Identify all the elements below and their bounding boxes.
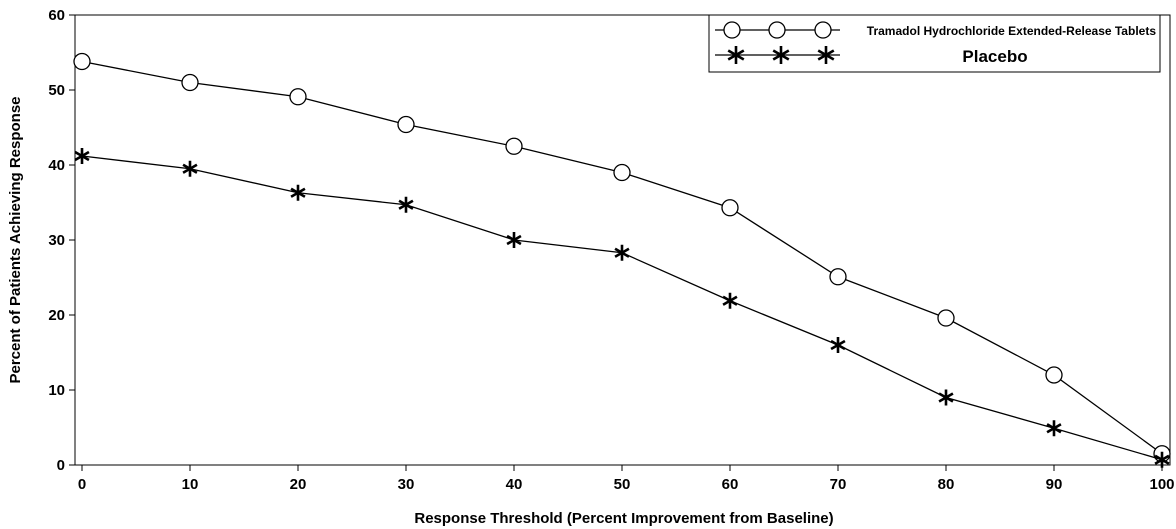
plot-frame — [75, 15, 1170, 465]
data-point-tramadol — [938, 310, 954, 326]
data-point-placebo — [1047, 420, 1061, 436]
x-axis-title: Response Threshold (Percent Improvement … — [414, 510, 833, 527]
data-point-placebo — [939, 390, 953, 406]
x-tick-label: 60 — [722, 476, 739, 493]
data-point-tramadol — [614, 165, 630, 181]
x-tick-label: 30 — [398, 476, 415, 493]
y-axis: 0 10 20 30 40 50 60 — [48, 7, 75, 474]
x-tick-label: 80 — [938, 476, 955, 493]
x-tick-label: 10 — [182, 476, 199, 493]
legend-marker-circle — [815, 22, 831, 38]
data-point-tramadol — [74, 54, 90, 70]
data-point-tramadol — [182, 75, 198, 91]
y-tick-label: 40 — [48, 157, 65, 174]
x-tick-label: 50 — [614, 476, 631, 493]
x-tick-label: 70 — [830, 476, 847, 493]
x-tick-label: 0 — [78, 476, 86, 493]
legend-marker-circle — [724, 22, 740, 38]
data-point-placebo — [831, 337, 845, 353]
legend-label-placebo: Placebo — [962, 47, 1027, 66]
y-tick-label: 50 — [48, 82, 65, 99]
x-tick-label: 90 — [1046, 476, 1063, 493]
data-point-tramadol — [290, 89, 306, 105]
legend: Tramadol Hydrochloride Extended-Release … — [709, 15, 1160, 72]
legend-marker-circle — [769, 22, 785, 38]
x-tick-label: 20 — [290, 476, 307, 493]
data-point-tramadol — [722, 200, 738, 216]
legend-entry-tramadol: Tramadol Hydrochloride Extended-Release … — [715, 22, 1156, 38]
legend-label-tramadol: Tramadol Hydrochloride Extended-Release … — [867, 24, 1157, 38]
data-point-placebo — [723, 293, 737, 309]
series-layer — [74, 54, 1170, 468]
y-tick-label: 60 — [48, 7, 65, 24]
x-tick-label: 40 — [506, 476, 523, 493]
data-point-tramadol — [506, 138, 522, 154]
y-tick-label: 10 — [48, 382, 65, 399]
x-tick-label: 100 — [1149, 476, 1174, 493]
data-point-tramadol — [398, 117, 414, 133]
y-tick-label: 30 — [48, 232, 65, 249]
y-tick-label: 0 — [57, 457, 65, 474]
y-tick-label: 20 — [48, 307, 65, 324]
y-axis-title: Percent of Patients Achieving Response — [7, 96, 24, 383]
data-point-tramadol — [1046, 367, 1062, 383]
x-axis: 0 10 20 30 40 50 60 70 80 90 100 — [78, 465, 1175, 493]
data-point-tramadol — [830, 269, 846, 285]
series-line-placebo — [82, 156, 1162, 460]
